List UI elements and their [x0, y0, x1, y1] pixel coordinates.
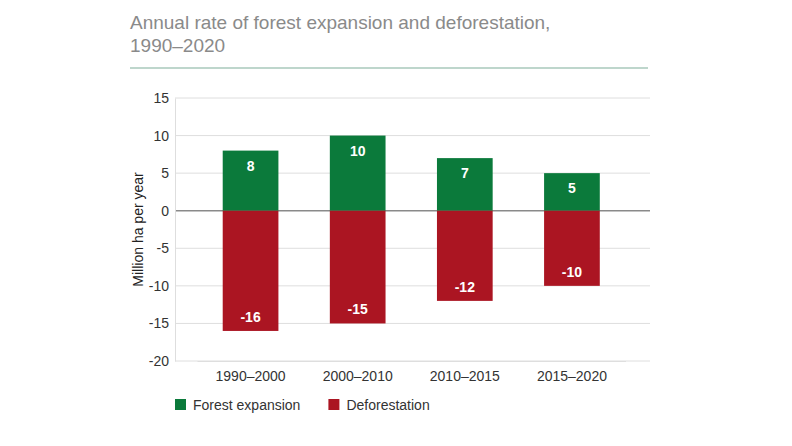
- x-tick-label: 2015–2020: [537, 368, 607, 384]
- bar: [437, 158, 493, 211]
- y-axis-line: [175, 99, 176, 362]
- legend-item: Forest expansion: [175, 397, 300, 413]
- y-tick-label: 10: [153, 128, 169, 144]
- y-tick: -20: [149, 353, 175, 369]
- y-tick: -10: [149, 278, 175, 294]
- y-tick-label: -20: [149, 353, 169, 369]
- grid: [175, 98, 650, 361]
- bar: [544, 173, 600, 211]
- x-tick: 1990–2000: [216, 361, 286, 384]
- bar: [223, 151, 279, 211]
- y-tick-label: -10: [149, 278, 169, 294]
- x-tick-label: 2000–2010: [323, 368, 393, 384]
- title: Annual rate of forest expansion and defo…: [130, 12, 550, 56]
- y-tick-label: -5: [157, 240, 170, 256]
- data-label: -10: [562, 264, 582, 280]
- data-label: 8: [247, 158, 255, 174]
- bars: [223, 136, 600, 331]
- y-tick: 15: [153, 90, 175, 106]
- bar: [544, 211, 600, 286]
- y-tick: 0: [161, 203, 175, 219]
- bar: [330, 136, 386, 211]
- data-label: -15: [348, 301, 368, 317]
- data-labels: 8 10 7 5 -16 -15 -12 -10: [240, 143, 582, 325]
- y-axis: -20 -15 -10 -5 0 5 10 15: [149, 90, 176, 369]
- y-tick-label: 5: [161, 165, 169, 181]
- bar: [437, 211, 493, 301]
- legend-item: Deforestation: [328, 397, 429, 413]
- title-rule: [130, 67, 648, 68]
- y-axis-title: Million ha per year: [130, 172, 146, 287]
- legend-label: Deforestation: [346, 397, 429, 413]
- x-axis-line: [198, 361, 627, 362]
- y-tick: -15: [149, 315, 175, 331]
- legend: Forest expansion Deforestation: [175, 397, 430, 413]
- x-axis: 1990–2000 2000–2010 2010–2015 2015–2020: [198, 361, 627, 384]
- data-label: -16: [240, 309, 260, 325]
- data-label: -12: [455, 279, 475, 295]
- legend-swatch: [175, 399, 186, 410]
- data-label: 5: [568, 180, 576, 196]
- grid-line: [175, 135, 650, 136]
- x-tick: 2015–2020: [537, 361, 607, 384]
- x-tick: 2000–2010: [323, 361, 393, 384]
- grid-line: [175, 361, 650, 362]
- grid-line: [175, 98, 650, 99]
- y-tick: 10: [153, 128, 175, 144]
- data-label: 7: [461, 165, 469, 181]
- x-tick-label: 1990–2000: [216, 368, 286, 384]
- x-tick-label: 2010–2015: [430, 368, 500, 384]
- y-tick-label: 0: [161, 203, 169, 219]
- legend-swatch: [328, 399, 339, 410]
- x-tick: 2010–2015: [430, 361, 500, 384]
- y-tick: -5: [157, 240, 175, 256]
- y-tick-label: -15: [149, 315, 169, 331]
- bar: [330, 211, 386, 324]
- y-tick-label: 15: [153, 90, 169, 106]
- chart: Annual rate of forest expansion and defo…: [0, 0, 792, 446]
- y-tick: 5: [161, 165, 175, 181]
- data-label: 10: [350, 143, 366, 159]
- legend-label: Forest expansion: [193, 397, 300, 413]
- bar: [223, 211, 279, 331]
